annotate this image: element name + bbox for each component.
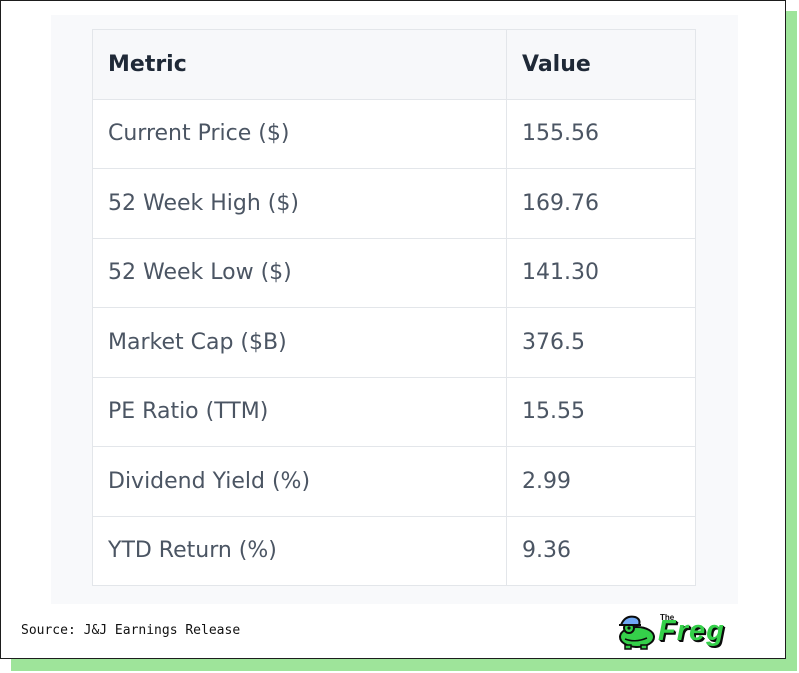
metric-cell: Current Price ($) [92, 98, 507, 169]
logo: The Freg [617, 611, 759, 653]
table-row: Dividend Yield (%) 2.99 [92, 446, 696, 517]
frog-with-cap-icon [619, 615, 655, 650]
value-cell: 141.30 [506, 237, 696, 308]
value-cell: 15.55 [506, 376, 696, 447]
metric-cell: Market Cap ($B) [92, 307, 507, 378]
table-row: YTD Return (%) 9.36 [92, 515, 696, 586]
table-row: 52 Week Low ($) 141.30 [92, 237, 696, 308]
metric-cell: Dividend Yield (%) [92, 446, 507, 517]
metric-cell: PE Ratio (TTM) [92, 376, 507, 447]
metric-cell: YTD Return (%) [92, 515, 507, 586]
logo-small-text: The [660, 613, 675, 622]
card: Metric Value Current Price ($) 155.56 52… [0, 0, 786, 659]
table-row: PE Ratio (TTM) 15.55 [92, 376, 696, 447]
table-row: Market Cap ($B) 376.5 [92, 307, 696, 378]
metric-cell: 52 Week High ($) [92, 168, 507, 239]
table-row: 52 Week High ($) 169.76 [92, 168, 696, 239]
table-row: Current Price ($) 155.56 [92, 98, 696, 169]
value-cell: 155.56 [506, 98, 696, 169]
value-cell: 9.36 [506, 515, 696, 586]
value-cell: 376.5 [506, 307, 696, 378]
metrics-table: Metric Value Current Price ($) 155.56 52… [92, 29, 696, 586]
value-cell: 2.99 [506, 446, 696, 517]
table-panel: Metric Value Current Price ($) 155.56 52… [51, 15, 738, 604]
table-header-row: Metric Value [92, 29, 696, 100]
value-cell: 169.76 [506, 168, 696, 239]
column-header-value: Value [506, 29, 696, 100]
source-note: Source: J&J Earnings Release [21, 623, 241, 638]
column-header-metric: Metric [92, 29, 507, 100]
logo-wordmark: Freg [658, 615, 725, 647]
metric-cell: 52 Week Low ($) [92, 237, 507, 308]
